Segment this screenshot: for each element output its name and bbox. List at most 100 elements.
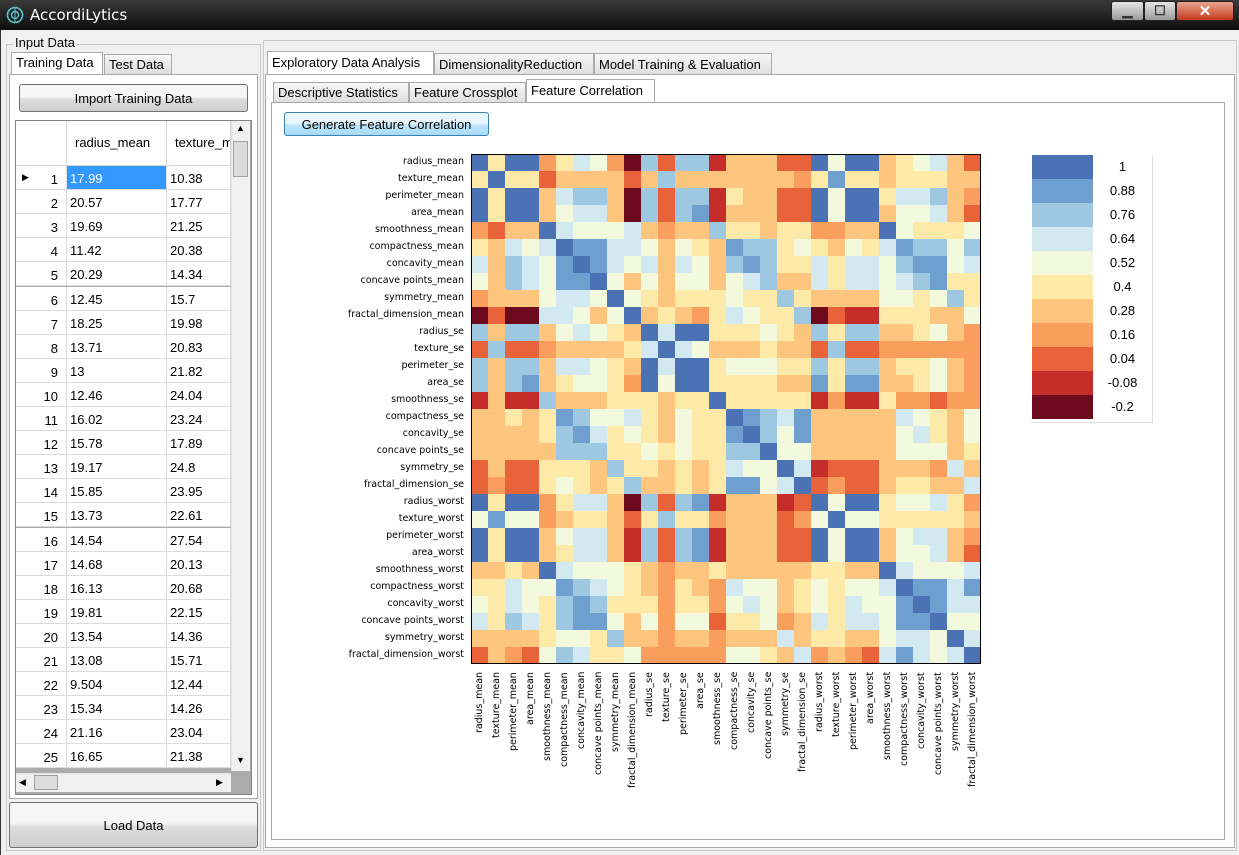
training-data-grid[interactable]: radius_mean texture_m 1 ▶ 17.99 10.38 2 20.57… — [15, 120, 252, 795]
grid-cell-texture-mean[interactable]: 10.38 — [167, 166, 231, 191]
grid-cell-radius-mean[interactable]: 20.57 — [67, 190, 167, 215]
grid-cell-radius-mean[interactable]: 12.46 — [67, 382, 167, 407]
row-header[interactable]: 21 — [16, 648, 67, 673]
row-header[interactable]: 10 — [16, 382, 67, 407]
grid-cell-radius-mean[interactable]: 9.504 — [67, 672, 167, 697]
column-header-radius-mean[interactable]: radius_mean — [67, 121, 167, 166]
grid-cell-texture-mean[interactable]: 20.38 — [167, 238, 231, 263]
grid-cell-texture-mean[interactable]: 14.34 — [167, 262, 231, 287]
tab-dimensionality-reduction[interactable]: DimensionalityReduction — [434, 53, 594, 75]
tab-feature-correlation[interactable]: Feature Correlation — [526, 79, 655, 103]
grid-cell-texture-mean[interactable]: 19.98 — [167, 310, 231, 335]
row-header[interactable]: 3 — [16, 214, 67, 239]
close-button[interactable]: ✕ — [1176, 1, 1234, 21]
tab-test-data[interactable]: Test Data — [104, 54, 172, 74]
row-header[interactable]: 17 — [16, 551, 67, 576]
tab-training-data[interactable]: Training Data — [11, 52, 103, 74]
grid-cell-texture-mean[interactable]: 21.25 — [167, 214, 231, 239]
grid-cell-texture-mean[interactable]: 27.54 — [167, 527, 231, 552]
scroll-left-icon[interactable]: ◀ — [19, 777, 26, 787]
grid-cell-texture-mean[interactable]: 20.68 — [167, 575, 231, 600]
scroll-up-icon[interactable]: ▲ — [236, 123, 245, 133]
grid-cell-texture-mean[interactable]: 17.89 — [167, 431, 231, 456]
grid-cell-texture-mean[interactable]: 14.36 — [167, 623, 231, 648]
column-header-texture-mean[interactable]: texture_m — [167, 121, 231, 166]
row-header[interactable]: 24 — [16, 720, 67, 745]
maximize-button[interactable]: ☐ — [1144, 1, 1176, 21]
row-header[interactable]: 18 — [16, 575, 67, 600]
row-header[interactable]: 13 — [16, 455, 67, 480]
row-header[interactable]: 4 — [16, 238, 67, 263]
grid-cell-radius-mean[interactable]: 19.81 — [67, 599, 167, 624]
grid-cell-radius-mean[interactable]: 17.99 — [67, 166, 167, 191]
row-header[interactable]: 15 — [16, 503, 67, 528]
grid-cell-radius-mean[interactable]: 20.29 — [67, 262, 167, 287]
row-header[interactable]: 2 — [16, 190, 67, 215]
vertical-scrollbar[interactable]: ▲ ▼ — [231, 121, 250, 771]
grid-cell-texture-mean[interactable]: 21.38 — [167, 744, 231, 769]
grid-cell-texture-mean[interactable]: 24.04 — [167, 382, 231, 407]
grid-cell-radius-mean[interactable]: 15.78 — [67, 431, 167, 456]
grid-cell-radius-mean[interactable]: 19.17 — [67, 455, 167, 480]
row-header[interactable]: 11 — [16, 407, 67, 432]
scroll-down-icon[interactable]: ▼ — [236, 755, 245, 765]
row-header[interactable]: 20 — [16, 623, 67, 648]
grid-cell-radius-mean[interactable]: 13.08 — [67, 648, 167, 673]
grid-cell-texture-mean[interactable]: 23.04 — [167, 720, 231, 745]
row-header[interactable]: 5 — [16, 262, 67, 287]
grid-cell-radius-mean[interactable]: 18.25 — [67, 310, 167, 335]
row-header[interactable]: 23 — [16, 696, 67, 721]
tab-feature-crossplot[interactable]: Feature Crossplot — [409, 82, 526, 103]
grid-cell-texture-mean[interactable]: 20.13 — [167, 551, 231, 576]
grid-cell-texture-mean[interactable]: 14.26 — [167, 696, 231, 721]
grid-cell-radius-mean[interactable]: 21.16 — [67, 720, 167, 745]
grid-cell-radius-mean[interactable]: 14.68 — [67, 551, 167, 576]
row-header[interactable]: 8 — [16, 334, 67, 359]
row-header[interactable]: 1 ▶ — [16, 166, 67, 191]
grid-cell-radius-mean[interactable]: 11.42 — [67, 238, 167, 263]
grid-cell-texture-mean[interactable]: 15.7 — [167, 286, 231, 311]
grid-cell-texture-mean[interactable]: 21.82 — [167, 358, 231, 383]
import-training-data-button[interactable]: Import Training Data — [19, 84, 248, 112]
grid-cell-radius-mean[interactable]: 19.69 — [67, 214, 167, 239]
grid-cell-radius-mean[interactable]: 13.54 — [67, 623, 167, 648]
horizontal-scroll-thumb[interactable] — [34, 775, 58, 790]
tab-exploratory-data-analysis[interactable]: Exploratory Data Analysis — [267, 51, 434, 75]
grid-cell-radius-mean[interactable]: 16.65 — [67, 744, 167, 769]
row-header[interactable]: 16 — [16, 527, 67, 552]
grid-cell-texture-mean[interactable]: 12.44 — [167, 672, 231, 697]
tab-descriptive-statistics[interactable]: Descriptive Statistics — [273, 82, 409, 103]
grid-cell-radius-mean[interactable]: 14.54 — [67, 527, 167, 552]
grid-cell-texture-mean[interactable]: 17.77 — [167, 190, 231, 215]
row-header[interactable]: 14 — [16, 479, 67, 504]
row-header[interactable]: 19 — [16, 599, 67, 624]
row-header[interactable]: 12 — [16, 431, 67, 456]
load-data-button[interactable]: Load Data — [9, 802, 258, 848]
grid-cell-texture-mean[interactable]: 15.71 — [167, 648, 231, 673]
scroll-right-icon[interactable]: ▶ — [216, 777, 223, 787]
grid-cell-texture-mean[interactable]: 22.61 — [167, 503, 231, 528]
grid-cell-texture-mean[interactable]: 20.83 — [167, 334, 231, 359]
row-header[interactable]: 9 — [16, 358, 67, 383]
row-header[interactable]: 7 — [16, 310, 67, 335]
grid-cell-radius-mean[interactable]: 16.13 — [67, 575, 167, 600]
grid-cell-radius-mean[interactable]: 15.34 — [67, 696, 167, 721]
grid-cell-radius-mean[interactable]: 13.71 — [67, 334, 167, 359]
grid-cell-radius-mean[interactable]: 13 — [67, 358, 167, 383]
vertical-scroll-thumb[interactable] — [233, 141, 248, 177]
grid-cell-radius-mean[interactable]: 13.73 — [67, 503, 167, 528]
grid-cell-texture-mean[interactable]: 24.8 — [167, 455, 231, 480]
grid-cell-radius-mean[interactable]: 15.85 — [67, 479, 167, 504]
grid-cell-texture-mean[interactable]: 23.95 — [167, 479, 231, 504]
tab-model-training-evaluation[interactable]: Model Training & Evaluation — [594, 53, 772, 75]
row-header[interactable]: 25 — [16, 744, 67, 769]
row-header[interactable]: 6 — [16, 286, 67, 311]
grid-cell-texture-mean[interactable]: 22.15 — [167, 599, 231, 624]
minimize-button[interactable]: ▁ — [1111, 1, 1144, 21]
grid-cell-texture-mean[interactable]: 23.24 — [167, 407, 231, 432]
grid-cell-radius-mean[interactable]: 12.45 — [67, 286, 167, 311]
horizontal-scrollbar[interactable]: ◀ ▶ — [16, 773, 231, 792]
grid-cell-radius-mean[interactable]: 16.02 — [67, 407, 167, 432]
row-header[interactable]: 22 — [16, 672, 67, 697]
generate-feature-correlation-button[interactable]: Generate Feature Correlation — [284, 112, 489, 136]
